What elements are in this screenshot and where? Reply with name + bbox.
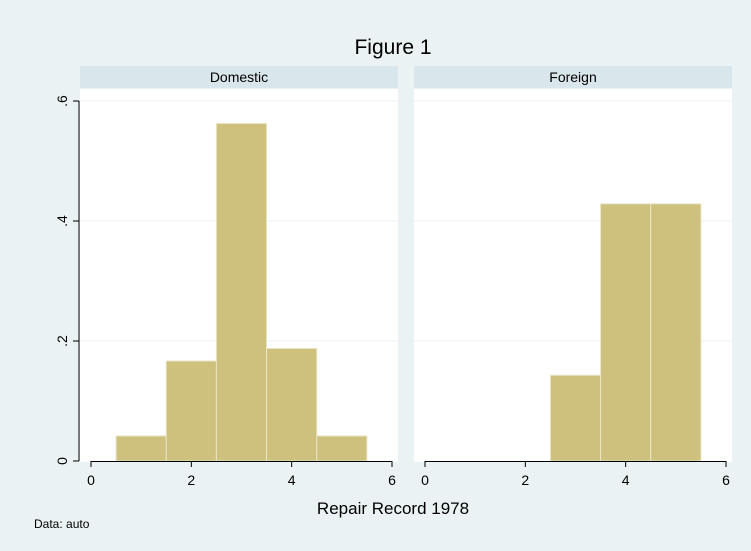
panel-foreign: Foreign 0 2 4 6: [414, 66, 732, 488]
strip-foreign: [414, 66, 732, 88]
y-tick-label-2: .4: [54, 215, 70, 227]
bar-foreign-3: [650, 203, 702, 462]
x-tick-label-foreign-1: 2: [521, 472, 529, 488]
y-axis: 0 .2 .4 .6: [54, 95, 80, 465]
y-tick-label-1: .2: [54, 335, 70, 347]
bars-foreign: [549, 203, 702, 462]
y-tick-label-0: 0: [54, 457, 70, 465]
chart-title: Figure 1: [354, 36, 431, 59]
strip-label-domestic: Domestic: [210, 69, 268, 85]
x-tick-label-domestic-0: 0: [87, 472, 95, 488]
bar-foreign-1: [549, 374, 602, 462]
strip-label-foreign: Foreign: [549, 69, 596, 85]
bars-domestic: [115, 123, 368, 462]
bar-domestic-2: [165, 360, 217, 462]
bar-domestic-5: [316, 435, 368, 462]
bar-domestic-3: [215, 123, 268, 462]
x-tick-label-domestic-3: 6: [388, 472, 396, 488]
panel-domestic: Domestic 0 2 4 6: [80, 66, 398, 488]
data-note: Data: auto: [34, 517, 90, 531]
x-axis-domestic: 0 2 4 6: [87, 461, 396, 488]
x-tick-label-domestic-2: 4: [288, 472, 296, 488]
bar-foreign-2: [600, 203, 652, 462]
bar-domestic-4: [266, 348, 318, 462]
y-tick-label-3: .6: [54, 95, 70, 107]
bar-domestic-1: [115, 435, 167, 462]
x-tick-label-foreign-0: 0: [421, 472, 429, 488]
x-axis-label: Repair Record 1978: [317, 499, 469, 518]
x-tick-label-domestic-1: 2: [187, 472, 195, 488]
x-tick-label-foreign-3: 6: [722, 472, 730, 488]
x-tick-label-foreign-2: 4: [622, 472, 630, 488]
strip-domestic: [80, 66, 398, 88]
x-axis-foreign: 0 2 4 6: [421, 461, 730, 488]
